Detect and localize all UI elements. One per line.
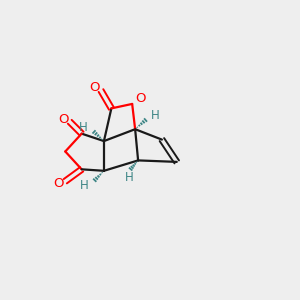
Text: H: H	[80, 178, 89, 192]
Text: H: H	[79, 121, 88, 134]
Text: H: H	[125, 171, 134, 184]
Text: H: H	[151, 109, 159, 122]
Text: O: O	[53, 177, 64, 190]
Text: O: O	[89, 81, 100, 94]
Text: O: O	[135, 92, 146, 105]
Text: O: O	[58, 113, 68, 126]
